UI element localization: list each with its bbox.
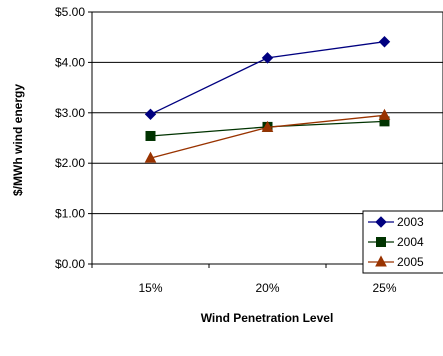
y-tick-label: $5.00 [55,5,85,19]
y-axis-title: $/MWh wind energy [11,84,25,196]
y-tick-label: $2.00 [55,156,85,170]
y-tick-label: $1.00 [55,207,85,221]
series-2005 [144,108,391,163]
x-axis-title: Wind Penetration Level [201,311,334,325]
legend-label: 2004 [397,235,424,249]
x-tick-label: 20% [255,281,279,295]
data-point [144,151,157,163]
data-point [145,130,156,141]
series [144,36,391,163]
y-tick-label: $4.00 [55,55,85,69]
data-point [378,108,391,120]
x-axis: 15% 20% 25% [91,264,443,295]
x-tick-label: 25% [372,281,396,295]
series-2003 [144,36,391,121]
y-tick-label: $0.00 [55,257,85,271]
data-point [378,36,391,48]
y-tick-label: $3.00 [55,106,85,120]
data-point [261,120,274,132]
legend-marker [376,237,386,247]
x-tick-label: 15% [138,281,162,295]
gridlines [92,61,443,215]
legend-marker [375,216,387,228]
plot-area [91,11,443,265]
legend-label: 2005 [397,255,424,269]
y-axis: $0.00 $1.00 $2.00 $3.00 $4.00 $5.00 [55,5,92,271]
legend-marker [375,255,387,267]
data-point [261,52,274,64]
legend-label: 2003 [397,215,424,229]
data-point [144,108,157,121]
legend: 2003 2004 2005 [362,210,443,274]
